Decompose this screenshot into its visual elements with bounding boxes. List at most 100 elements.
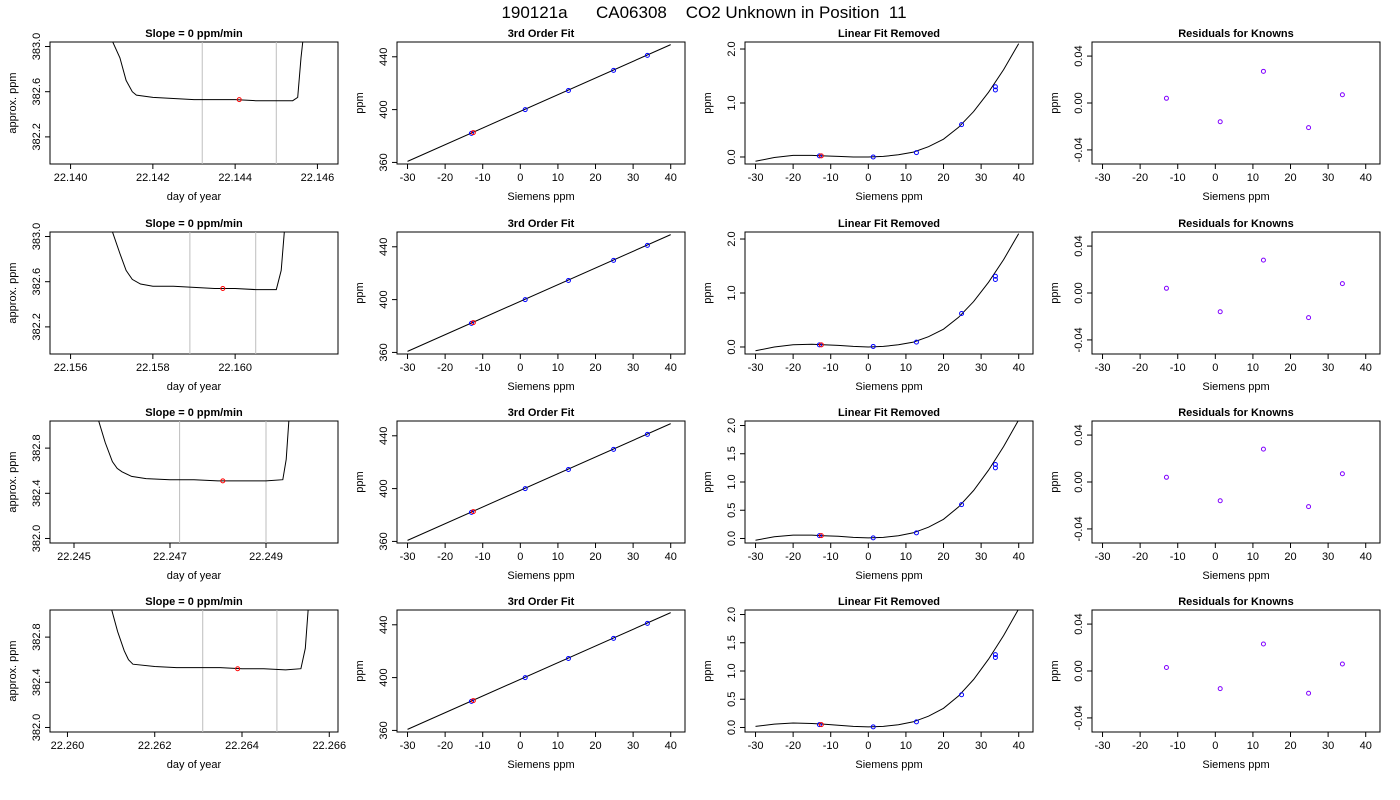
residual-point [1306, 504, 1312, 510]
x-tick-label: 22.245 [57, 551, 91, 563]
x-tick-label: 10 [900, 172, 912, 184]
known-point [913, 339, 919, 345]
residual-point [1217, 498, 1223, 504]
x-tick-label: 30 [1322, 172, 1334, 184]
panel-r2-c1: Slope = 0 ppm/min day of year approx. ppm 2… [7, 218, 339, 393]
known-point [992, 277, 998, 283]
x-tick-label: 40 [665, 172, 677, 184]
x-tick-label: 20 [937, 362, 949, 374]
plot-frame [1091, 231, 1381, 355]
panel-title: 3rd Order Fit [508, 407, 575, 419]
plot-frame [744, 41, 1034, 165]
x-tick-label: 10 [1247, 172, 1259, 184]
x-tick-label: -10 [1170, 740, 1186, 752]
x-tick-label: -10 [1170, 172, 1186, 184]
x-tick-label: -20 [437, 551, 453, 563]
y-axis-label: ppm [354, 471, 366, 492]
plot-data [1163, 446, 1345, 510]
x-axis-label: Siemens ppm [507, 570, 574, 582]
residual-point [1260, 257, 1266, 263]
x-axis-label: Siemens ppm [1202, 381, 1269, 393]
y-axis-label: ppm [1049, 92, 1061, 113]
x-tick-label: 20 [937, 551, 949, 563]
y-tick-label: 0.00 [1073, 282, 1085, 303]
plot-data [407, 234, 671, 352]
x-tick-label: -10 [1170, 362, 1186, 374]
x-tick-label: -30 [1095, 551, 1111, 563]
known-point [644, 242, 650, 248]
x-tick-label: 22.146 [301, 172, 335, 184]
residual-point [1306, 125, 1312, 131]
plot-frame [49, 420, 339, 544]
panel-title: Linear Fit Removed [838, 407, 940, 419]
y-tick-label: 0.5 [726, 692, 738, 707]
plot-frame [49, 231, 339, 355]
panel-r1-c4: Residuals for Knowns Siemens ppm ppm -30 -20… [1049, 28, 1381, 203]
x-tick-label: -10 [823, 172, 839, 184]
x-tick-label: 20 [937, 172, 949, 184]
unknown-point [470, 320, 476, 326]
y-tick-label: 400 [378, 479, 390, 497]
y-tick-label: 0.0 [726, 720, 738, 735]
x-tick-label: 30 [975, 740, 987, 752]
x-tick-label: -10 [475, 172, 491, 184]
x-tick-label: 40 [1360, 551, 1372, 563]
plot-data [98, 421, 290, 543]
plot-data [111, 610, 309, 732]
x-tick-label: 10 [1247, 362, 1259, 374]
y-tick-label: 400 [378, 290, 390, 308]
unknown-point [470, 130, 476, 136]
plot-data [755, 421, 1019, 541]
residual-point [1339, 471, 1345, 477]
known-point [992, 461, 998, 467]
x-tick-label: 40 [1013, 551, 1025, 563]
y-tick-label: 440 [378, 616, 390, 634]
plot-frame [396, 231, 686, 355]
panel-r4-c1: Slope = 0 ppm/min day of year approx. ppm 2… [7, 596, 346, 771]
panel-title: Slope = 0 ppm/min [145, 407, 243, 419]
y-axis-label: approx. ppm [7, 262, 19, 323]
known-point [611, 635, 617, 641]
residual-point [1163, 474, 1169, 480]
y-tick-label: 2.0 [726, 41, 738, 56]
x-axis-label: day of year [167, 191, 222, 203]
x-tick-label: 22.160 [218, 362, 252, 374]
y-tick-label: 382.2 [31, 313, 43, 341]
unknown-marker [220, 285, 226, 291]
known-point [816, 153, 822, 159]
y-tick-label: 360 [378, 153, 390, 171]
x-tick-label: 20 [937, 740, 949, 752]
residual-point [1339, 92, 1345, 98]
x-tick-label: 30 [1322, 551, 1334, 563]
x-tick-label: 30 [627, 172, 639, 184]
known-point [959, 502, 965, 508]
x-tick-label: -30 [1095, 362, 1111, 374]
known-point [522, 107, 528, 113]
x-tick-label: -20 [785, 172, 801, 184]
y-tick-label: 0.04 [1073, 45, 1085, 66]
known-point [816, 533, 822, 539]
y-tick-label: 382.4 [31, 480, 43, 508]
y-axis-label: ppm [354, 282, 366, 303]
y-tick-label: 383.0 [31, 223, 43, 251]
known-point [565, 87, 571, 93]
page-title: 190121a CA06308 CO2 Unknown in Position … [501, 3, 906, 22]
x-tick-label: 30 [1322, 362, 1334, 374]
unknown-point [818, 153, 824, 159]
y-tick-label: 382.4 [31, 669, 43, 697]
x-tick-label: -20 [437, 362, 453, 374]
x-axis-label: day of year [167, 570, 222, 582]
x-tick-label: 10 [552, 740, 564, 752]
y-tick-label: -0.04 [1073, 137, 1085, 162]
unknown-marker [220, 478, 226, 484]
x-tick-label: 10 [552, 362, 564, 374]
known-point [565, 277, 571, 283]
y-tick-label: 1.0 [726, 474, 738, 489]
x-axis-label: day of year [167, 381, 222, 393]
x-tick-label: 0 [1212, 551, 1218, 563]
y-tick-label: 360 [378, 343, 390, 361]
x-tick-label: 10 [1247, 740, 1259, 752]
x-tick-label: -10 [823, 551, 839, 563]
x-tick-label: 10 [900, 362, 912, 374]
known-point [992, 273, 998, 279]
